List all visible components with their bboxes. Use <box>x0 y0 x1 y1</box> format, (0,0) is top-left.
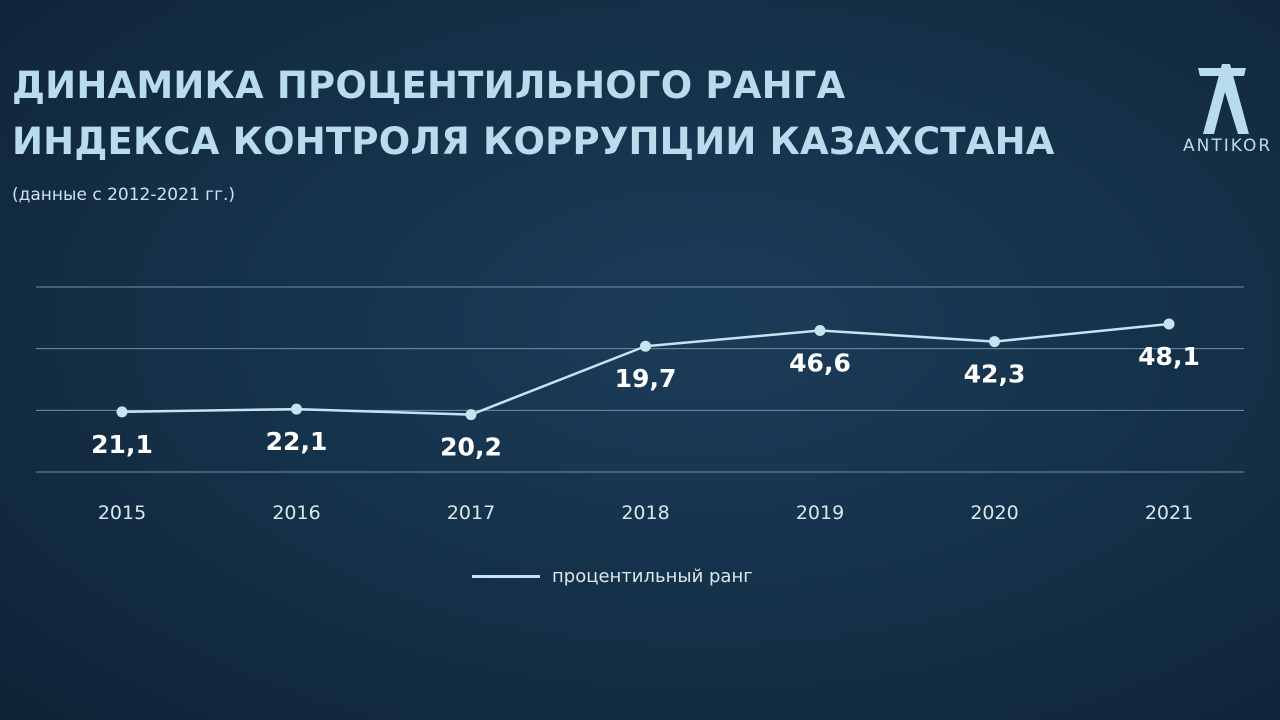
data-label: 46,6 <box>789 348 851 377</box>
data-point <box>291 403 302 415</box>
data-point <box>465 409 477 421</box>
data-point <box>989 336 1000 348</box>
data-point <box>116 406 128 418</box>
x-tick-label: 2019 <box>796 502 844 524</box>
data-points <box>116 318 1175 421</box>
antikor-logo-icon <box>1198 64 1249 134</box>
data-label: 21,1 <box>91 430 153 459</box>
data-point <box>814 324 826 336</box>
data-label: 22,1 <box>266 427 328 456</box>
chart-subtitle: (данные с 2012-2021 гг.) <box>12 185 236 205</box>
chart-title: ДИНАМИКА ПРОЦЕНТИЛЬНОГО РАНГА ИНДЕКСА КО… <box>12 58 1055 170</box>
x-tick-label: 2016 <box>272 502 320 524</box>
data-point <box>640 340 651 352</box>
legend-line-swatch <box>472 575 540 578</box>
data-label: 19,7 <box>615 364 677 393</box>
data-labels: 21,1 22,1 20,2 19,7 46,6 42,3 48,1 <box>91 342 1200 462</box>
data-label: 48,1 <box>1138 342 1200 371</box>
x-tick-label: 2021 <box>1145 502 1193 524</box>
chart-title-line-2: ИНДЕКСА КОНТРОЛЯ КОРРУПЦИИ КАЗАХСТАНА <box>12 120 1055 163</box>
data-label: 42,3 <box>964 360 1026 389</box>
antikor-logo-text: ANTIKOR <box>1183 136 1273 156</box>
x-tick-label: 2020 <box>970 502 1018 524</box>
data-label: 20,2 <box>440 433 502 462</box>
chart-title-line-1: ДИНАМИКА ПРОЦЕНТИЛЬНОГО РАНГА <box>12 64 846 107</box>
x-tick-label: 2015 <box>98 502 146 524</box>
x-tick-label: 2018 <box>621 502 669 524</box>
x-axis-tick-labels: 2015 2016 2017 2018 2019 2020 2021 <box>98 502 1193 524</box>
x-tick-label: 2017 <box>447 502 495 524</box>
data-point <box>1163 318 1175 330</box>
legend-label: процентильный ранг <box>552 566 753 587</box>
legend: процентильный ранг <box>472 566 753 587</box>
